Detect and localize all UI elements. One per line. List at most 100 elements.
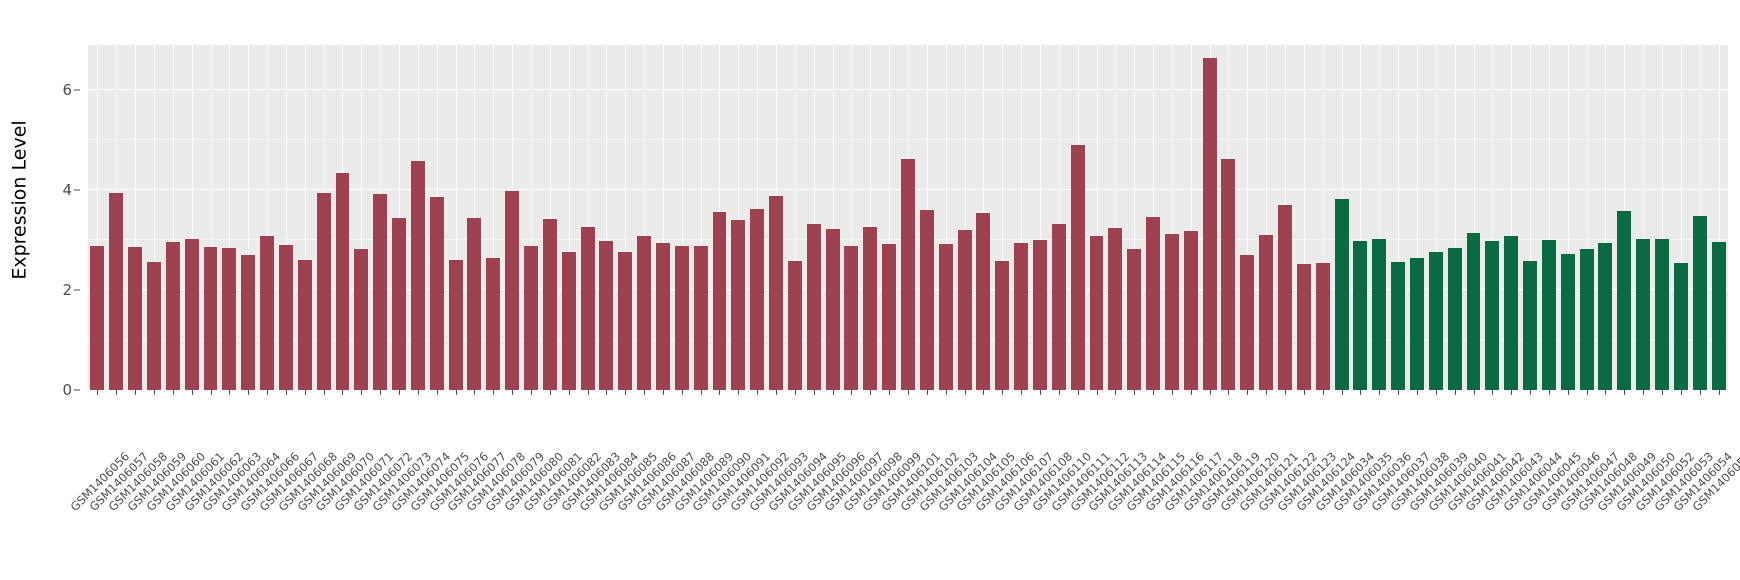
bar	[637, 235, 652, 390]
bar	[1014, 243, 1029, 390]
grid-line-vertical	[644, 45, 645, 390]
bar	[1296, 264, 1311, 390]
grid-line-vertical	[1360, 45, 1361, 390]
bar	[1032, 240, 1047, 390]
y-axis-tick-mark	[74, 389, 80, 391]
x-axis-tick-mark	[493, 390, 494, 395]
bar	[1070, 145, 1085, 390]
y-axis-tick-labels: 0 2 4 6	[40, 45, 82, 399]
bar	[825, 228, 840, 390]
x-axis-tick-mark	[719, 390, 720, 395]
bar	[1636, 239, 1651, 390]
bar	[1447, 247, 1462, 390]
bar	[806, 224, 821, 390]
bar	[165, 241, 180, 390]
x-axis-tick-mark	[474, 390, 475, 395]
bar	[1146, 216, 1161, 390]
bar	[712, 212, 727, 390]
bar	[1673, 262, 1688, 390]
grid-line-vertical	[606, 45, 607, 390]
bar	[844, 245, 859, 390]
bar	[580, 226, 595, 390]
x-axis-tick-mark	[1605, 390, 1606, 395]
x-axis-tick-mark	[267, 390, 268, 395]
grid-line-vertical	[1436, 45, 1437, 390]
bar	[1485, 240, 1500, 390]
grid-line-vertical	[154, 45, 155, 390]
grid-line-vertical	[1021, 45, 1022, 390]
grid-line-vertical	[248, 45, 249, 390]
bar	[542, 219, 557, 390]
x-axis-tick-mark	[1342, 390, 1343, 395]
grid-line-vertical	[1247, 45, 1248, 390]
x-axis-tick-mark	[644, 390, 645, 395]
bar	[467, 218, 482, 390]
y-axis-tick-label: 6	[62, 81, 72, 99]
grid-line-vertical	[1530, 45, 1531, 390]
y-axis-tick-label: 2	[62, 281, 72, 299]
grid-line-vertical	[946, 45, 947, 390]
x-axis-tick-mark	[116, 390, 117, 395]
grid-line-vertical	[456, 45, 457, 390]
x-axis-tick-mark	[361, 390, 362, 395]
x-axis-tick-mark	[550, 390, 551, 395]
grid-line-vertical	[474, 45, 475, 390]
grid-line-vertical	[851, 45, 852, 390]
bar	[1541, 240, 1556, 390]
x-axis-tick-mark	[1492, 390, 1493, 395]
y-axis-tick-mark	[74, 189, 80, 191]
x-axis-tick-mark	[192, 390, 193, 395]
grid-line-vertical	[965, 45, 966, 390]
x-axis-tick-mark	[1662, 390, 1663, 395]
bar	[184, 238, 199, 390]
grid-line-vertical	[229, 45, 230, 390]
bar	[1183, 230, 1198, 390]
x-axis-tick-mark	[569, 390, 570, 395]
y-axis-tick-mark	[74, 89, 80, 91]
grid-line-vertical	[173, 45, 174, 390]
grid-line-vertical	[192, 45, 193, 390]
grid-line-vertical	[1115, 45, 1116, 390]
x-axis-tick-mark	[248, 390, 249, 395]
x-axis-tick-mark	[1436, 390, 1437, 395]
grid-line-vertical	[833, 45, 834, 390]
x-axis-tick-mark	[927, 390, 928, 395]
x-axis-tick-mark	[1078, 390, 1079, 395]
bar	[957, 229, 972, 390]
bar	[1598, 242, 1613, 390]
bar	[1278, 204, 1292, 390]
bar	[1409, 258, 1424, 390]
x-axis-tick-mark	[965, 390, 966, 395]
x-axis-tick-mark	[1002, 390, 1003, 395]
x-axis-tick-mark	[399, 390, 400, 395]
x-axis-tick-mark	[1549, 390, 1550, 395]
x-axis-tick-mark	[1455, 390, 1456, 395]
bar	[1391, 261, 1406, 390]
x-axis-tick-mark	[1285, 390, 1286, 395]
x-axis-tick-mark	[1360, 390, 1361, 395]
bar	[316, 193, 331, 390]
grid-line-vertical	[663, 45, 664, 390]
bar	[693, 246, 708, 390]
x-axis-tick-mark	[908, 390, 909, 395]
grid-line-vertical	[1097, 45, 1098, 390]
bar	[787, 260, 802, 390]
x-axis-tick-mark	[286, 390, 287, 395]
bar	[750, 208, 765, 390]
x-axis-tick-mark	[1398, 390, 1399, 395]
x-axis-tick-mark	[1379, 390, 1380, 395]
x-axis-tick-mark	[1097, 390, 1098, 395]
bar	[505, 191, 520, 390]
bar	[1617, 210, 1632, 390]
grid-line-vertical	[361, 45, 362, 390]
x-axis-tick-labels: GSM1406056 GSM1406057 GSM1406058 GSM1406059…	[68, 396, 1740, 526]
grid-line-vertical	[701, 45, 702, 390]
x-axis-tick-mark	[1624, 390, 1625, 395]
x-axis-tick-mark	[1530, 390, 1531, 395]
bar	[392, 217, 406, 390]
bar	[1372, 239, 1387, 390]
x-axis-tick-mark	[1719, 390, 1720, 395]
grid-line-vertical	[1568, 45, 1569, 390]
bar	[1655, 238, 1669, 390]
grid-line-vertical	[889, 45, 890, 390]
